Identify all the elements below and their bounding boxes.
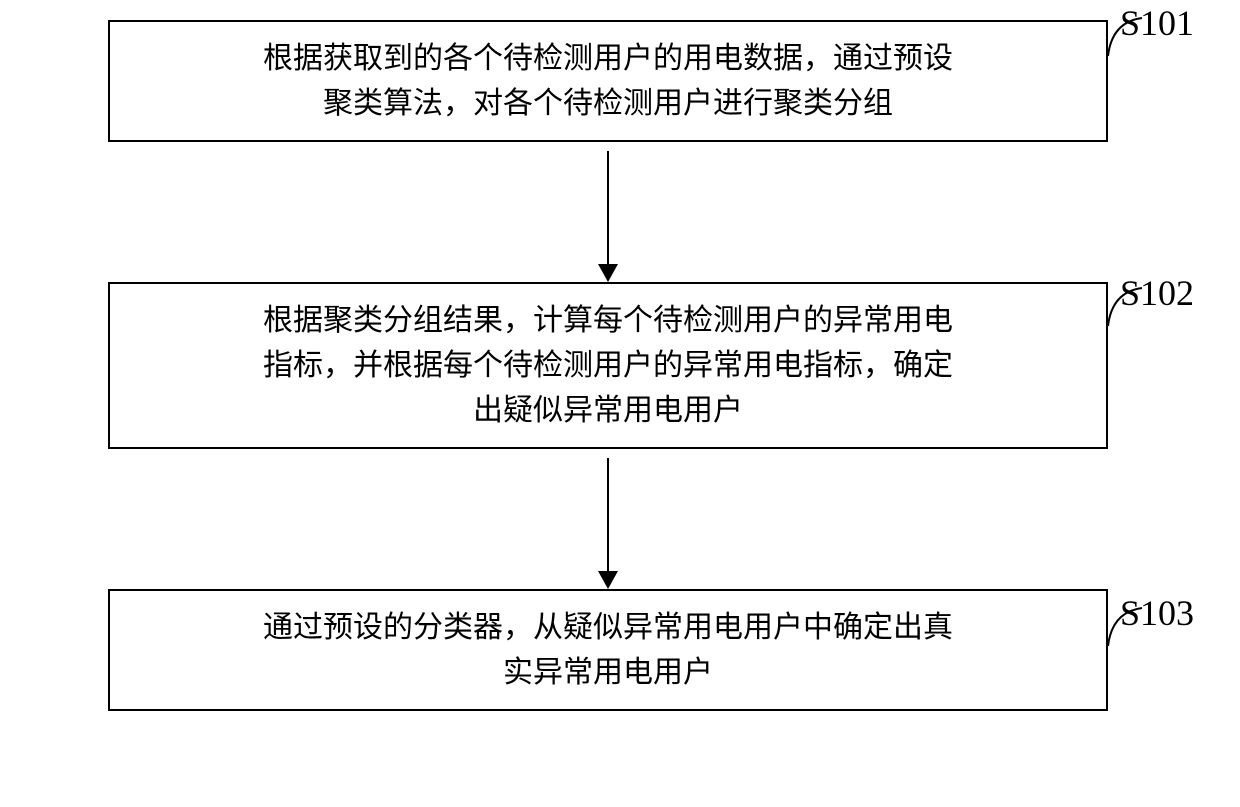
- step-text-line: 指标，并根据每个待检测用户的异常用电指标，确定: [130, 343, 1086, 388]
- step-label-s102: S102: [1120, 272, 1194, 314]
- step-box-s102: 根据聚类分组结果，计算每个待检测用户的异常用电 指标，并根据每个待检测用户的异常…: [108, 282, 1108, 449]
- step-label-s101: S101: [1120, 2, 1194, 44]
- step-box-s103: 通过预设的分类器，从疑似异常用电用户中确定出真 实异常用电用户: [108, 589, 1108, 711]
- step-text-line: 聚类算法，对各个待检测用户进行聚类分组: [130, 81, 1086, 126]
- step-label-s103: S103: [1120, 592, 1194, 634]
- step-text-line: 根据聚类分组结果，计算每个待检测用户的异常用电: [130, 298, 1086, 343]
- step-text-line: 通过预设的分类器，从疑似异常用电用户中确定出真: [130, 605, 1086, 650]
- step-box-s101: 根据获取到的各个待检测用户的用电数据，通过预设 聚类算法，对各个待检测用户进行聚…: [108, 20, 1108, 142]
- flowchart-container: 根据获取到的各个待检测用户的用电数据，通过预设 聚类算法，对各个待检测用户进行聚…: [60, 20, 1180, 711]
- step-text-line: 根据获取到的各个待检测用户的用电数据，通过预设: [130, 36, 1086, 81]
- arrow-s102-s103: [108, 449, 1108, 589]
- step-text-line: 实异常用电用户: [130, 650, 1086, 695]
- arrow-s101-s102: [108, 142, 1108, 282]
- step-text-line: 出疑似异常用电用户: [130, 388, 1086, 433]
